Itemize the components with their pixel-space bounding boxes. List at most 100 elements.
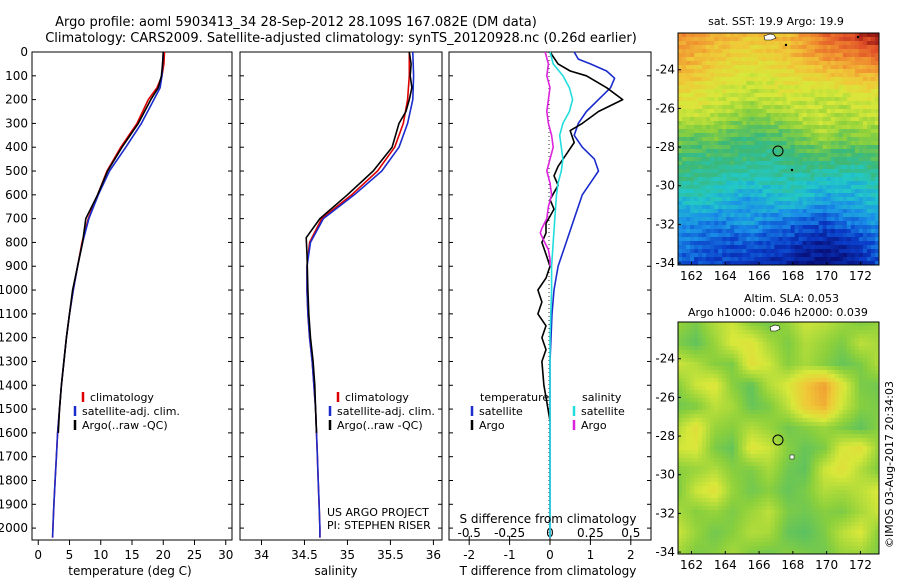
sst-map-cell xyxy=(714,37,719,42)
sla-map-cell xyxy=(858,442,864,447)
sla-map-cell xyxy=(842,446,848,451)
sla-map-cell xyxy=(734,358,739,363)
sla-map-cell xyxy=(846,334,852,339)
sla-map-cell xyxy=(722,358,727,363)
sst-map-cell xyxy=(822,169,828,174)
sla-map-cell xyxy=(834,434,840,439)
sst-map-cell xyxy=(730,189,735,194)
sla-map-cell xyxy=(690,414,695,419)
sst-map-cell xyxy=(770,193,775,198)
sla-map-cell xyxy=(694,370,699,375)
sla-map-cell xyxy=(814,394,820,399)
sst-map-cell xyxy=(850,89,856,94)
sst-map-cell xyxy=(806,193,812,198)
sst-map-cell xyxy=(690,145,695,150)
sst-map-cell xyxy=(842,165,848,170)
sst-map-cell xyxy=(798,33,804,38)
sst-map-cell xyxy=(758,249,763,254)
sst-map-cell xyxy=(722,137,727,142)
sst-map-cell xyxy=(802,77,808,82)
sst-map-cell xyxy=(778,257,783,262)
sst-map-cell xyxy=(690,53,695,58)
sst-map-cell xyxy=(806,133,812,138)
sst-map-cell xyxy=(870,57,876,62)
sla-map-cell xyxy=(734,382,739,387)
sla-map-cell xyxy=(818,434,824,439)
sst-map-cell xyxy=(746,249,751,254)
sla-map-cell xyxy=(682,414,687,419)
sst-map-cell xyxy=(714,253,719,258)
temperature-xtick-label: 0 xyxy=(34,548,42,562)
sst-map-cell xyxy=(830,133,836,138)
sla-map-cell xyxy=(834,446,840,451)
sst-map-cell xyxy=(710,61,715,66)
sla-map-cell xyxy=(810,442,816,447)
sst-map-cell xyxy=(834,153,840,158)
sst-map-cell xyxy=(830,189,836,194)
sst-map-cell xyxy=(694,37,699,42)
sst-map-cell xyxy=(778,221,783,226)
sst-map-cell xyxy=(842,129,848,134)
sst-map-cell xyxy=(838,229,844,234)
sst-map-cell xyxy=(818,61,824,66)
sla-map-cell xyxy=(690,462,695,467)
sla-map-cell xyxy=(738,410,743,415)
sst-map-cell xyxy=(730,153,735,158)
sla-map-cell xyxy=(834,326,840,331)
sla-map-cell xyxy=(774,450,779,455)
sst-map-cell xyxy=(790,137,795,142)
sst-map-cell xyxy=(866,261,872,266)
sla-map-cell xyxy=(694,350,699,355)
sst-map-cell xyxy=(774,201,779,206)
sst-map-cell xyxy=(806,113,812,118)
sst-map-cell xyxy=(710,193,715,198)
sla-map-cell xyxy=(850,390,856,395)
sst-map-cell xyxy=(686,241,691,246)
sst-map-cell xyxy=(730,73,735,78)
sla-map-cell xyxy=(854,462,860,467)
sla-map-cell xyxy=(722,354,727,359)
sst-map-cell xyxy=(858,185,864,190)
sst-map-cell xyxy=(814,213,820,218)
sst-map-cell xyxy=(854,145,860,150)
sst-map-cell xyxy=(786,125,791,130)
sst-map-cell xyxy=(754,125,759,130)
sla-map-cell xyxy=(694,454,699,459)
sst-map-cell xyxy=(830,53,836,58)
sla-map-cell xyxy=(702,342,707,347)
sst-map-cell xyxy=(798,69,804,74)
sst-map-cell xyxy=(774,157,779,162)
sst-map-cell xyxy=(762,193,767,198)
sst-map-cell xyxy=(862,209,868,214)
sla-map-cell xyxy=(838,458,844,463)
sla-map-cell xyxy=(766,334,771,339)
sst-map-cell xyxy=(802,121,808,126)
sla-map-cell xyxy=(838,370,844,375)
sla-map-cell xyxy=(702,434,707,439)
sst-map-cell xyxy=(790,177,795,182)
sst-map-cell xyxy=(766,229,771,234)
sst-map-cell xyxy=(714,177,719,182)
sst-map-cell xyxy=(734,201,739,206)
sla-map-cell xyxy=(758,398,763,403)
sla-map-cell xyxy=(750,322,755,327)
sst-map-cell xyxy=(726,229,731,234)
sla-map-cell xyxy=(754,382,759,387)
temperature-xtick-label: 30 xyxy=(218,548,233,562)
sst-map-cell xyxy=(714,225,719,230)
sla-map-cell xyxy=(770,402,775,407)
sla-map-cell xyxy=(822,442,828,447)
sst-map-cell xyxy=(810,105,816,110)
sla-map-cell xyxy=(686,386,691,391)
sst-map-cell xyxy=(710,73,715,78)
sst-map-cell xyxy=(722,233,727,238)
sla-map-cell xyxy=(874,446,880,451)
sst-map-cell xyxy=(842,189,848,194)
sla-map-cell xyxy=(690,418,695,423)
sst-map-cell xyxy=(794,97,799,102)
sst-map-cell xyxy=(774,137,779,142)
sst-map-cell xyxy=(718,121,723,126)
sla-map-cell xyxy=(698,334,703,339)
sst-map-cell xyxy=(858,117,864,122)
sla-map-cell xyxy=(778,418,783,423)
